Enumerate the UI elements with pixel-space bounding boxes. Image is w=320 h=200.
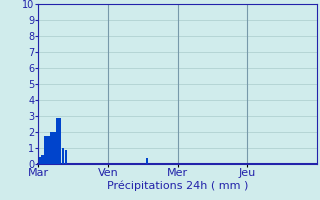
Bar (146, 158, 148, 164)
Bar (62, 148, 64, 164)
Bar (50, 132, 53, 164)
Bar (53, 132, 56, 164)
Bar (56, 118, 59, 164)
Bar (65, 150, 67, 164)
Bar (47, 136, 50, 164)
Bar (59, 118, 61, 164)
Bar (44, 136, 47, 164)
Bar (42, 155, 44, 164)
X-axis label: Précipitations 24h ( mm ): Précipitations 24h ( mm ) (107, 181, 248, 191)
Bar (38, 157, 41, 164)
